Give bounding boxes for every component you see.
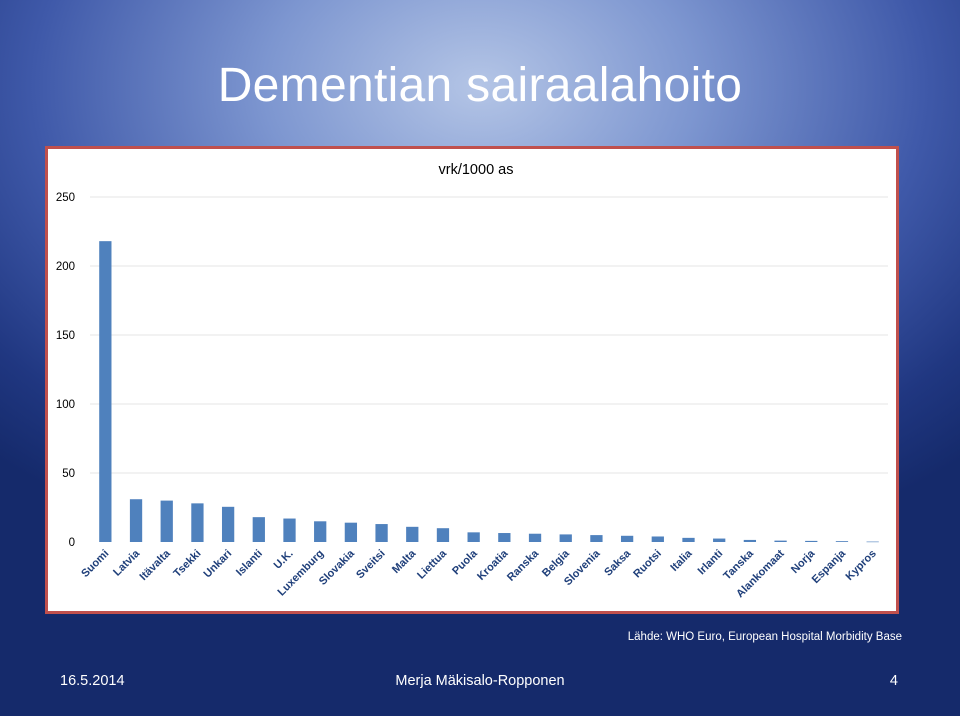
x-tick-label: Sveitsi	[354, 548, 388, 582]
x-tick-label: Ranska	[505, 547, 542, 584]
bar-tanska	[743, 539, 757, 542]
x-tick-label: Suomi	[79, 548, 111, 580]
y-axis-ticks: 0 50 100 150 200 250	[56, 192, 75, 549]
bar-chart: vrk/1000 as 0 50 100 150 200 250 Suomi LatviaI…	[56, 162, 888, 600]
footer-author: Merja Mäkisalo-Ropponen	[395, 673, 565, 689]
bar-alankomaat	[774, 540, 787, 542]
y-tick-label: 0	[69, 537, 75, 549]
x-tick-label: Unkari	[202, 548, 235, 581]
bar-puola	[467, 532, 480, 542]
x-tick-label: Islanti	[234, 548, 265, 579]
bar-belgia	[559, 534, 572, 542]
source-note: Lähde: WHO Euro, European Hospital Morbi…	[627, 631, 902, 643]
x-tick-label: Irlanti	[696, 548, 726, 578]
bar-kypros	[866, 541, 879, 543]
bar-u-k-	[283, 518, 296, 542]
x-tick-label: Liettua	[415, 547, 450, 582]
x-tick-label: Ruotsi	[631, 548, 664, 581]
bar-irlanti	[713, 538, 726, 542]
bar-islanti	[252, 517, 265, 542]
footer-date: 16.5.2014	[60, 673, 125, 689]
bar-ranska	[528, 533, 542, 542]
gridlines	[90, 196, 888, 474]
y-tick-label: 150	[56, 330, 75, 342]
bars	[99, 241, 879, 543]
bar-unkari	[221, 506, 235, 542]
x-tick-label: Saksa	[602, 547, 634, 579]
bar-slovenia	[590, 535, 603, 542]
chart-panel: vrk/1000 as 0 50 100 150 200 250 Suomi Latvia I…	[45, 146, 899, 614]
y-tick-label: 250	[56, 192, 75, 204]
slide-title: Dementian sairaalahoito	[217, 59, 743, 112]
x-tick-label: Italia	[668, 547, 695, 574]
x-tick-label: U.K.	[272, 548, 296, 572]
bar-italia	[682, 537, 695, 542]
x-tick-label: Tsekki	[171, 548, 203, 580]
x-tick-label: Kroatia	[475, 547, 511, 583]
x-tick-label: Itävalta	[138, 547, 174, 583]
bar-ruotsi	[651, 536, 664, 542]
bar-saksa	[620, 535, 634, 542]
bar-slovakia	[344, 522, 358, 542]
bar-liettua	[436, 528, 450, 542]
chart-title: vrk/1000 as	[439, 162, 514, 178]
page-number: 4	[889, 673, 898, 689]
bar-espanja	[835, 541, 849, 542]
bar-luxemburg	[314, 521, 327, 542]
bar-kroatia	[498, 533, 511, 542]
y-tick-label: 50	[62, 468, 75, 480]
bar-sveitsi	[375, 524, 388, 542]
bar-latvia	[129, 499, 143, 542]
x-tick-label: Kypros	[843, 548, 878, 583]
y-tick-label: 200	[56, 261, 75, 273]
y-tick-label: 100	[56, 399, 75, 411]
x-tick-label: Malta	[390, 547, 419, 576]
x-tick-label: Norja	[789, 547, 818, 576]
x-tick-label: Espanja	[810, 547, 849, 586]
bar-malta	[406, 526, 419, 542]
bar-itävalta	[160, 500, 173, 542]
bar-tsekki	[191, 503, 204, 542]
bar-suomi	[99, 241, 112, 542]
bar-norja	[805, 540, 818, 542]
